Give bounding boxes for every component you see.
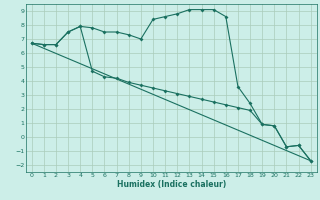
X-axis label: Humidex (Indice chaleur): Humidex (Indice chaleur) — [116, 180, 226, 189]
